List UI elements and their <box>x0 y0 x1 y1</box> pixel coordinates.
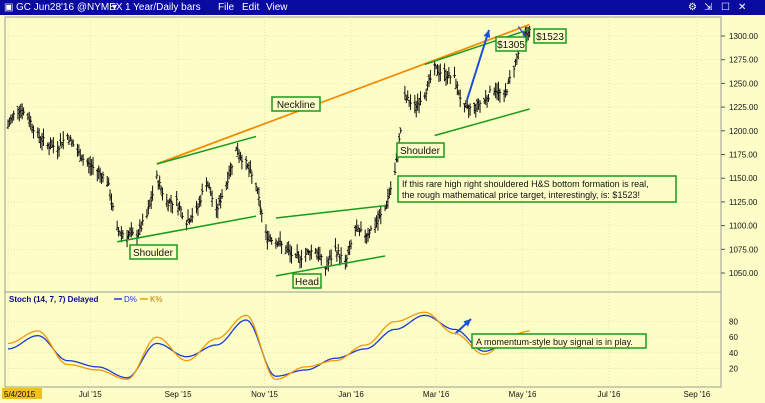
svg-text:Head: Head <box>295 277 319 288</box>
price-tick-label: 1200.00 <box>729 127 758 136</box>
resize-icon[interactable]: ⇲ <box>704 2 713 13</box>
price-tick-label: 1300.00 <box>729 32 758 41</box>
date-tick-label: Sep '15 <box>165 390 192 399</box>
right-shoulder-upper-line <box>424 28 530 66</box>
price-tick-label: 1050.00 <box>729 269 758 278</box>
date-tick-label: Nov '15 <box>251 390 278 399</box>
date-tick-label: Jul '16 <box>598 390 621 399</box>
target-note-line1: If this rare high right shouldered H&S b… <box>402 179 649 189</box>
stoch-tick-label: 60 <box>729 333 738 342</box>
stoch-line-d <box>7 314 530 379</box>
projection-arrow <box>466 29 490 101</box>
stoch-line-k <box>7 311 530 380</box>
date-tick-label: Jan '16 <box>338 390 364 399</box>
svg-text:Shoulder: Shoulder <box>133 248 174 259</box>
date-tick-label: 5/4/2015 <box>4 390 36 399</box>
grid <box>5 17 721 387</box>
menu-file[interactable]: File <box>218 2 235 13</box>
projection-arrow-head <box>483 30 491 38</box>
gold-symbol-icon: ▣ <box>4 2 14 13</box>
right-shoulder-label: Shoulder <box>396 142 445 158</box>
stoch-tick-label: 20 <box>729 364 738 373</box>
head-label: Head <box>292 273 322 289</box>
date-tick-label: Mar '16 <box>423 390 450 399</box>
left-shoulder-label: Shoulder <box>129 244 178 260</box>
target-note: If this rare high right shouldered H&S b… <box>397 175 677 203</box>
neckline <box>156 23 530 165</box>
left-shoulder-lower-line <box>117 215 257 243</box>
svg-text:$1305: $1305 <box>497 40 525 51</box>
right-shoulder-lower-line <box>434 108 530 137</box>
pattern-lines <box>117 23 530 335</box>
head-upper-line <box>275 204 386 219</box>
legend-d-label: D% <box>124 295 137 304</box>
price-bars <box>6 25 531 276</box>
symbol-label[interactable]: GC Jun28'16 @NYMEX <box>16 2 123 13</box>
stoch-axis: 20 40 60 80 <box>729 318 738 374</box>
price-tick-label: 1100.00 <box>729 222 758 231</box>
price-axis: 1050.00 1075.00 1100.00 1125.00 1150.00 1175.… <box>721 32 758 278</box>
date-tick-label: Jul '15 <box>79 390 102 399</box>
svg-text:$1523: $1523 <box>536 32 564 43</box>
price-tick-label: 1275.00 <box>729 56 758 65</box>
price-1305-label: $1305 <box>495 36 527 52</box>
left-shoulder-upper-line <box>156 135 257 165</box>
neckline-label: Neckline <box>271 96 321 112</box>
menu-edit[interactable]: Edit <box>242 2 260 13</box>
svg-text:Neckline: Neckline <box>277 100 316 111</box>
svg-text:A momentum-style buy signal is: A momentum-style buy signal is in play. <box>476 337 633 347</box>
head-lower-line <box>275 255 386 277</box>
price-tick-label: 1075.00 <box>729 245 758 254</box>
svg-text:Shoulder: Shoulder <box>400 146 441 157</box>
price-1523-label: $1523 <box>533 28 567 44</box>
date-axis: 5/4/2015 Jul '15 Sep '15 Nov '15 Jan '16 Mar … <box>2 388 711 399</box>
stoch-title: Stoch (14, 7, 7) Delayed <box>9 295 98 304</box>
target-note-line2: the rough mathematical price target, int… <box>402 190 640 200</box>
gear-icon[interactable]: ⚙ <box>688 2 697 13</box>
period-label[interactable]: 1 Year/Daily bars <box>125 2 201 13</box>
price-tick-label: 1175.00 <box>729 151 758 160</box>
stoch-tick-label: 80 <box>729 318 738 327</box>
momentum-note: A momentum-style buy signal is in play. <box>471 333 647 349</box>
legend-k-label: K% <box>150 295 162 304</box>
chevron-down-icon[interactable]: ▾ <box>112 2 118 13</box>
price-tick-label: 1250.00 <box>729 79 758 88</box>
price-tick-label: 1150.00 <box>729 174 758 183</box>
stoch-tick-label: 40 <box>729 349 738 358</box>
price-tick-label: 1225.00 <box>729 103 758 112</box>
title-bar: ▣ GC Jun28'16 @NYMEX ▾ 1 Year/Daily bars… <box>0 0 765 15</box>
maximize-icon[interactable]: ☐ <box>721 2 730 13</box>
momentum-arrow-head <box>463 319 471 327</box>
date-tick-label: Sep '16 <box>683 390 710 399</box>
start-date-highlight <box>2 388 42 399</box>
close-icon[interactable]: ✕ <box>738 2 747 13</box>
price-tick-label: 1125.00 <box>729 198 758 207</box>
menu-view[interactable]: View <box>266 2 288 13</box>
date-tick-label: May '16 <box>509 390 537 399</box>
stoch-lines <box>7 311 530 380</box>
